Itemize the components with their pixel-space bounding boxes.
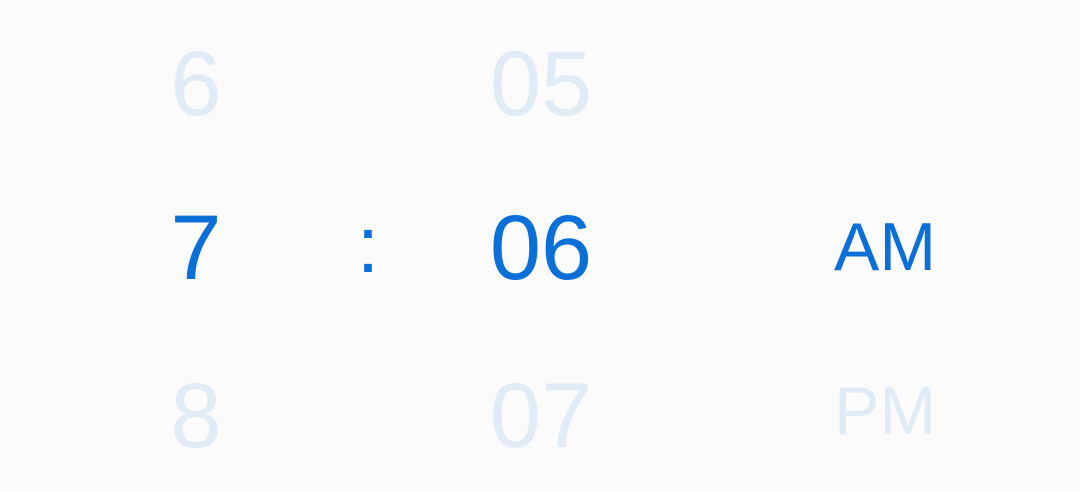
hour-option-selected[interactable]: 7 (170, 197, 222, 299)
hour-option-next[interactable]: 8 (170, 365, 222, 467)
period-wheel[interactable]: AM PM (785, 0, 985, 492)
minute-option-next[interactable]: 07 (489, 365, 593, 467)
hour-option-prev[interactable]: 6 (170, 33, 222, 135)
minute-wheel[interactable]: 05 06 07 (441, 0, 641, 492)
minute-option-selected[interactable]: 06 (489, 197, 593, 299)
period-option-next[interactable]: PM (834, 373, 936, 449)
hour-wheel[interactable]: 6 7 8 (96, 0, 296, 492)
minute-option-prev[interactable]: 05 (489, 33, 593, 135)
time-separator: : (356, 200, 380, 289)
period-option-selected[interactable]: AM (834, 209, 936, 285)
